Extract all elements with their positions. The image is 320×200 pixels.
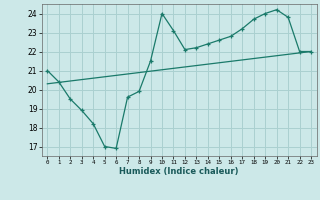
X-axis label: Humidex (Indice chaleur): Humidex (Indice chaleur) (119, 167, 239, 176)
